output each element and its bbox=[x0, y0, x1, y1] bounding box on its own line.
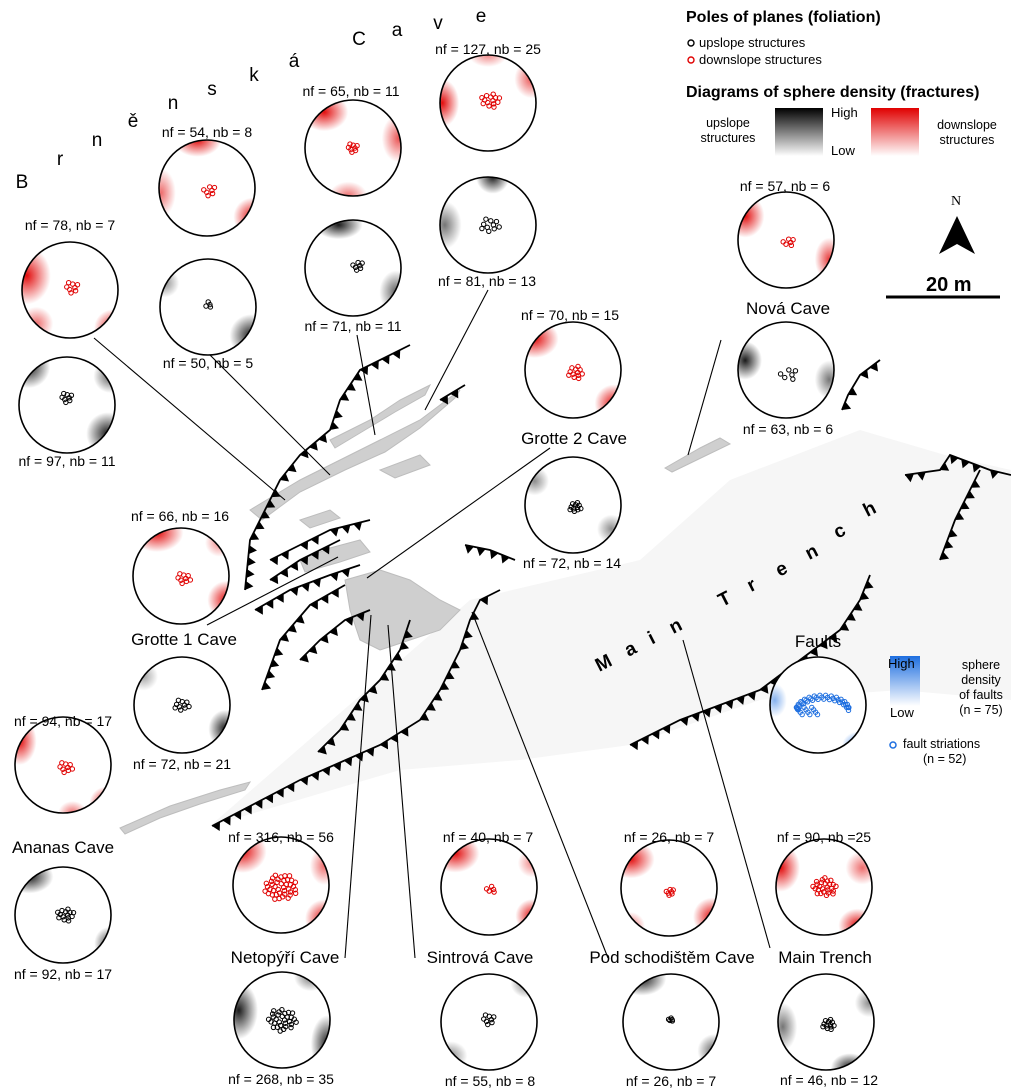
fractures-legend-title: Diagrams of sphere density (fractures) bbox=[686, 84, 979, 102]
stereonet-count-label: nf = 70, nb = 15 bbox=[521, 307, 619, 323]
brnenska-letter: n bbox=[168, 93, 179, 115]
brnenska-letter: v bbox=[433, 13, 443, 35]
stereonet-upslope bbox=[129, 657, 242, 753]
stereonet-count-label: nf = 57, nb = 6 bbox=[740, 178, 830, 194]
stereonet-count-label: nf = 50, nb = 5 bbox=[163, 355, 253, 371]
brnenska-letter: s bbox=[207, 79, 217, 101]
stereonet-count-label: nf = 55, nb = 8 bbox=[445, 1073, 535, 1089]
stereonet-upslope bbox=[428, 160, 536, 273]
cave-name-nova: Nová Cave bbox=[746, 299, 830, 319]
brnenska-letter: n bbox=[92, 130, 103, 152]
stereonet-upslope bbox=[150, 259, 272, 357]
stereonet-upslope bbox=[768, 974, 883, 1082]
brnenska-letter: k bbox=[249, 65, 259, 87]
stereonet-downslope bbox=[300, 93, 415, 211]
stereonet-downslope bbox=[3, 242, 133, 348]
stereonet-count-label: nf = 97, nb = 11 bbox=[18, 453, 115, 469]
brnenska-letter: r bbox=[57, 149, 63, 171]
stereonet-count-label: nf = 127, nb = 25 bbox=[435, 41, 541, 57]
scale-low-label: Low bbox=[831, 143, 855, 158]
cave-name-maintrench: Main Trench bbox=[778, 948, 872, 968]
stereonet-upslope bbox=[728, 322, 843, 418]
stereonet-count-label: nf = 316, nb = 56 bbox=[228, 829, 334, 845]
brnenska-letter: ě bbox=[128, 111, 139, 133]
stereonet-downslope bbox=[511, 320, 633, 423]
stereonet-upslope bbox=[434, 969, 544, 1070]
cave-name-netopyri: Netopýří Cave bbox=[231, 948, 340, 968]
faults-low-label: Low bbox=[890, 705, 914, 720]
scale-high-label: High bbox=[831, 105, 858, 120]
stereonet-count-label: nf = 78, nb = 7 bbox=[25, 217, 115, 233]
stereonet-count-label: nf = 66, nb = 16 bbox=[131, 508, 229, 524]
brnenska-letter: C bbox=[352, 29, 366, 51]
stereonet-count-label: nf = 26, nb = 7 bbox=[624, 829, 714, 845]
stereonet-upslope bbox=[305, 210, 413, 316]
faults-high-label: High bbox=[888, 656, 915, 671]
upslope-scale-label: upslope structures bbox=[688, 116, 768, 146]
brnenska-letter: e bbox=[476, 6, 487, 28]
upslope-legend-label: upslope structures bbox=[699, 35, 805, 50]
cave-name-podschod: Pod schodištěm Cave bbox=[589, 948, 754, 968]
stereonet-downslope bbox=[607, 840, 732, 941]
faults-density-label: sphere density of faults (n = 75) bbox=[952, 658, 1010, 718]
stereonet-downslope bbox=[131, 514, 246, 624]
foliation-legend-title: Poles of planes (foliation) bbox=[686, 9, 881, 27]
stereonet-downslope bbox=[762, 839, 880, 942]
stereonet-count-label: nf = 26, nb = 7 bbox=[626, 1073, 716, 1089]
brnenska-letter: B bbox=[16, 172, 29, 194]
stereonet-count-label: nf = 63, nb = 6 bbox=[743, 421, 833, 437]
stereonet-count-label: nf = 54, nb = 8 bbox=[162, 124, 252, 140]
stereonet-count-label: nf = 81, nb = 13 bbox=[438, 273, 536, 289]
brnenska-letter: á bbox=[289, 51, 300, 73]
stereonet-count-label: nf = 46, nb = 12 bbox=[780, 1072, 878, 1088]
scale-bar-label: 20 m bbox=[926, 274, 972, 297]
stereonet-upslope bbox=[520, 457, 626, 553]
stereonet-count-label: nf = 40, nb = 7 bbox=[443, 829, 533, 845]
brnenska-letter: a bbox=[392, 20, 403, 42]
cave-name-sintrova: Sintrová Cave bbox=[427, 948, 534, 968]
downslope-legend-label: downslope structures bbox=[699, 52, 822, 67]
stereonet-count-label: nf = 72, nb = 21 bbox=[133, 756, 231, 772]
stereonet-count-label: nf = 72, nb = 14 bbox=[523, 555, 621, 571]
faults-title: Faults bbox=[795, 632, 841, 652]
stereonet-downslope bbox=[726, 192, 844, 288]
stereonet-count-label: nf = 94, nb = 17 bbox=[14, 713, 112, 729]
stereonet-downslope bbox=[426, 43, 548, 151]
stereonet-count-label: nf = 268, nb = 35 bbox=[228, 1071, 334, 1087]
stereonet-downslope bbox=[431, 834, 549, 935]
cave-name-ananas: Ananas Cave bbox=[12, 838, 114, 858]
stereonet-count-label: nf = 92, nb = 17 bbox=[14, 966, 112, 982]
stereonet-downslope bbox=[147, 123, 272, 236]
stereonet-count-label: nf = 71, nb = 11 bbox=[304, 318, 401, 334]
stereonet-downslope bbox=[3, 717, 123, 825]
stereonet-count-label: nf = 65, nb = 11 bbox=[302, 83, 399, 99]
stereonet-count-label: nf = 90, nb =25 bbox=[777, 829, 871, 845]
stereonet-upslope bbox=[7, 345, 129, 455]
cave-name-grotte2: Grotte 2 Cave bbox=[521, 429, 627, 449]
stereonet-upslope bbox=[5, 860, 123, 963]
stereonet-downslope bbox=[219, 830, 344, 938]
stereonet-upslope bbox=[220, 962, 345, 1072]
downslope-scale-label: downslope structures bbox=[928, 118, 1006, 148]
stereonet-upslope bbox=[618, 962, 731, 1070]
north-arrow-label: N bbox=[951, 194, 961, 210]
fault-striations-label: fault striations (n = 52) bbox=[903, 737, 980, 767]
cave-name-grotte1: Grotte 1 Cave bbox=[131, 630, 237, 650]
